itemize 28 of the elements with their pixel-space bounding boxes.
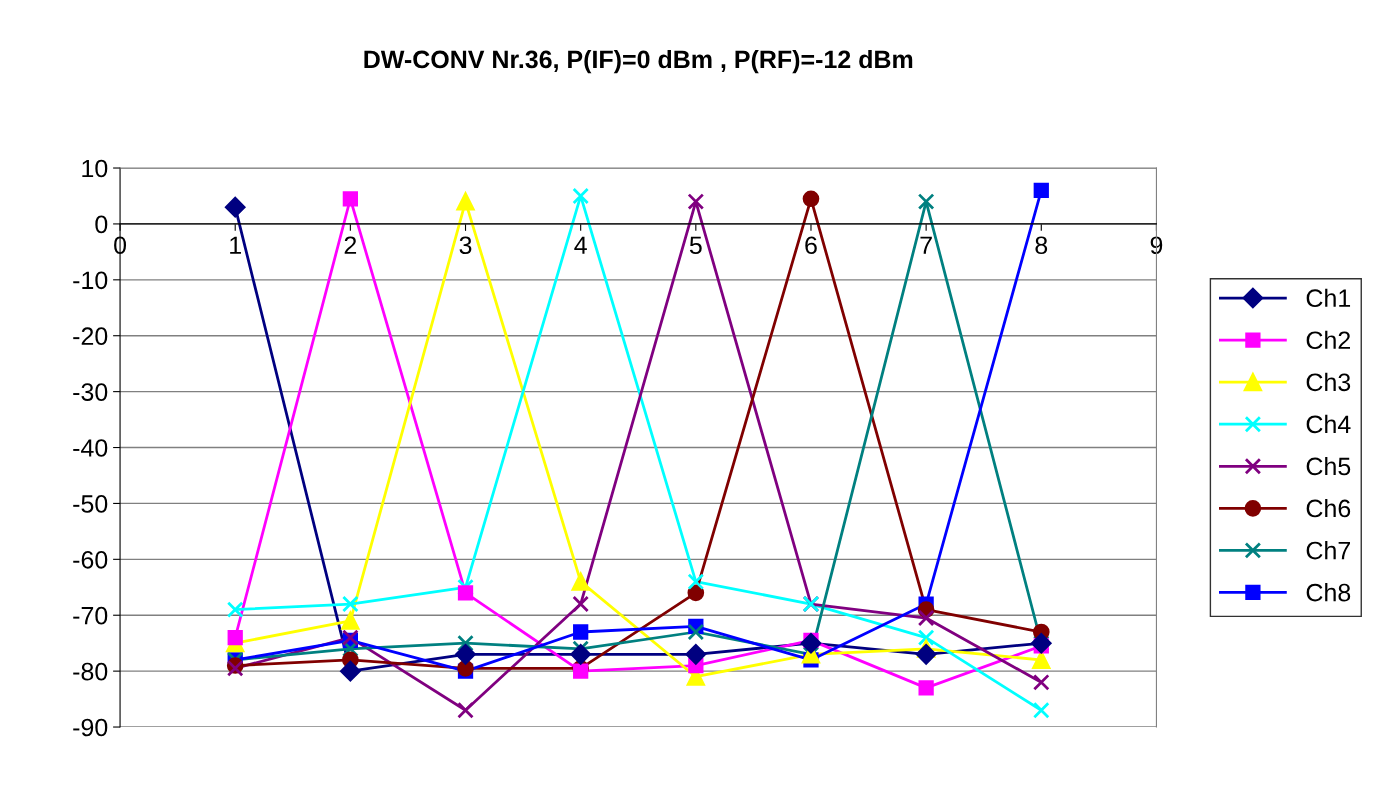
x-tick-label: 7 (920, 236, 932, 254)
legend-label: Ch1 (1306, 288, 1351, 308)
legend-label: Ch5 (1306, 456, 1351, 476)
legend-label: Ch8 (1306, 583, 1351, 602)
x-tick-label: 5 (689, 236, 702, 255)
x-tick-label: 6 (805, 236, 817, 255)
legend-label: Ch3 (1306, 372, 1351, 392)
y-tick-label: -80 (73, 662, 108, 681)
x-tick-label: 1 (230, 236, 241, 254)
y-tick-label: -20 (73, 327, 108, 346)
legend-label: Ch6 (1306, 498, 1351, 518)
x-tick-label: 3 (459, 236, 472, 255)
x-tick-label: 8 (1035, 236, 1048, 255)
y-tick-label: -30 (73, 383, 108, 401)
x-tick-label: 2 (344, 236, 357, 254)
y-tick-label: -60 (73, 550, 108, 569)
y-tick-label: -40 (73, 439, 108, 457)
chart-title: DW-CONV Nr.36, P(IF)=0 dBm , P(RF)=-12 dBm (364, 49, 913, 74)
y-tick-label: -10 (73, 271, 108, 290)
y-tick-label: -70 (73, 606, 108, 625)
y-tick-label: -90 (73, 718, 108, 737)
legend-label: Ch2 (1306, 330, 1350, 350)
y-tick-label: 0 (95, 215, 108, 234)
x-tick-label: 4 (574, 236, 587, 254)
legend-label: Ch4 (1306, 414, 1351, 434)
y-tick-label: 10 (82, 159, 108, 178)
y-tick-label: -50 (73, 495, 108, 513)
legend-label: Ch7 (1306, 541, 1350, 560)
